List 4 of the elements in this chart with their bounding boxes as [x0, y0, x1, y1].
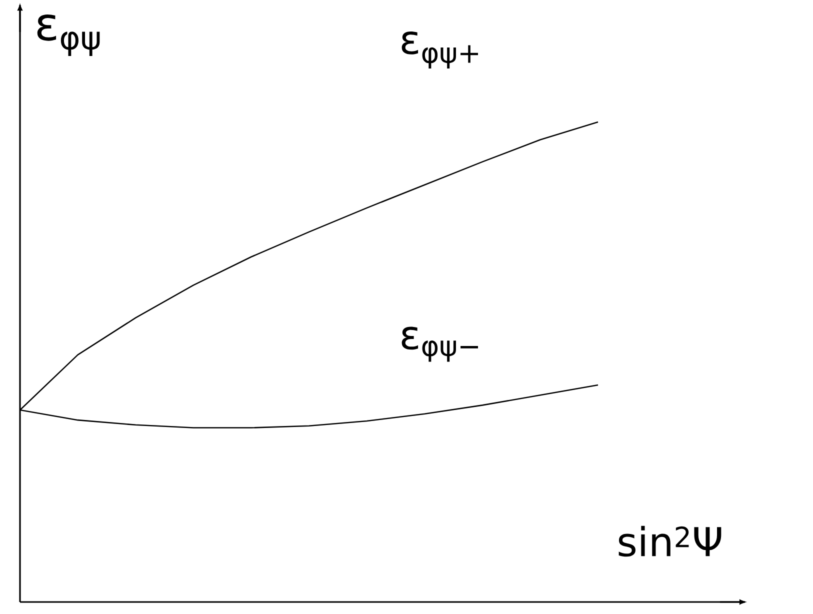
series-label: ε$_{φψ−}$	[402, 326, 478, 362]
x-axis-title: sin$^{2}$Ψ	[618, 526, 722, 557]
text: ε$_{φψ+}$	[402, 31, 478, 69]
y-axis-title: ε$_{φψ}$	[37, 14, 100, 56]
